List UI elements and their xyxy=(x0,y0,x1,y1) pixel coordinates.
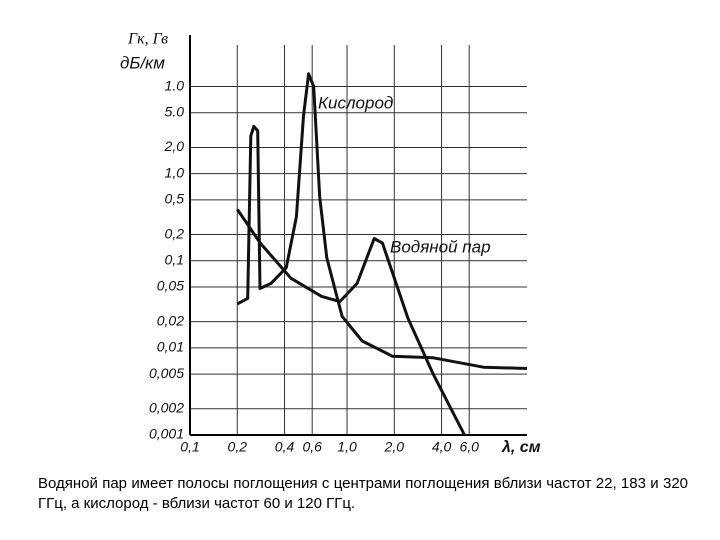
y-tick-label: 0,5 xyxy=(165,191,185,207)
x-tick-label: 0,4 xyxy=(275,439,295,455)
line-series xyxy=(236,208,466,436)
x-tick-label: 4,0 xyxy=(432,439,452,455)
y-tick-label: 1.0 xyxy=(165,77,185,93)
y-tick-label: 0,01 xyxy=(157,339,184,355)
x-tick-label: 2,0 xyxy=(384,439,405,455)
x-tick-label: 0,2 xyxy=(228,439,248,455)
series-label: Водяной пар xyxy=(390,237,491,256)
y-tick-label: 0,05 xyxy=(157,278,184,294)
y-tick-label: 0,1 xyxy=(165,251,184,267)
y-tick-label: 0,2 xyxy=(165,225,185,241)
y-tick-label: 0,001 xyxy=(149,426,184,442)
y-tick-label: 0,002 xyxy=(149,399,184,415)
caption: Водяной пар имеет полосы поглощения с це… xyxy=(38,475,688,512)
x-axis-title: λ, см xyxy=(501,439,541,456)
y-axis-title: дБ/км xyxy=(120,53,165,72)
y-tick-label: 0,02 xyxy=(157,312,184,328)
x-tick-label: 6,0 xyxy=(459,439,479,455)
y-tick-label: 5.0 xyxy=(165,103,185,119)
line-series xyxy=(236,72,528,370)
y-axis-title-top: Гк, Гв xyxy=(127,31,168,48)
y-tick-label: 1,0 xyxy=(165,164,185,180)
x-tick-label: 0,6 xyxy=(302,439,322,455)
series-label: Кислород xyxy=(318,93,393,112)
y-tick-label: 0,005 xyxy=(149,365,184,381)
x-tick-label: 0,1 xyxy=(180,439,199,455)
chart: Гк, Гв дБ/км λ, см 0,001 0,002 0,005 0,01 0,… xyxy=(120,31,541,457)
y-tick-label: 2,0 xyxy=(164,138,185,154)
x-tick-label: 1,0 xyxy=(337,439,357,455)
